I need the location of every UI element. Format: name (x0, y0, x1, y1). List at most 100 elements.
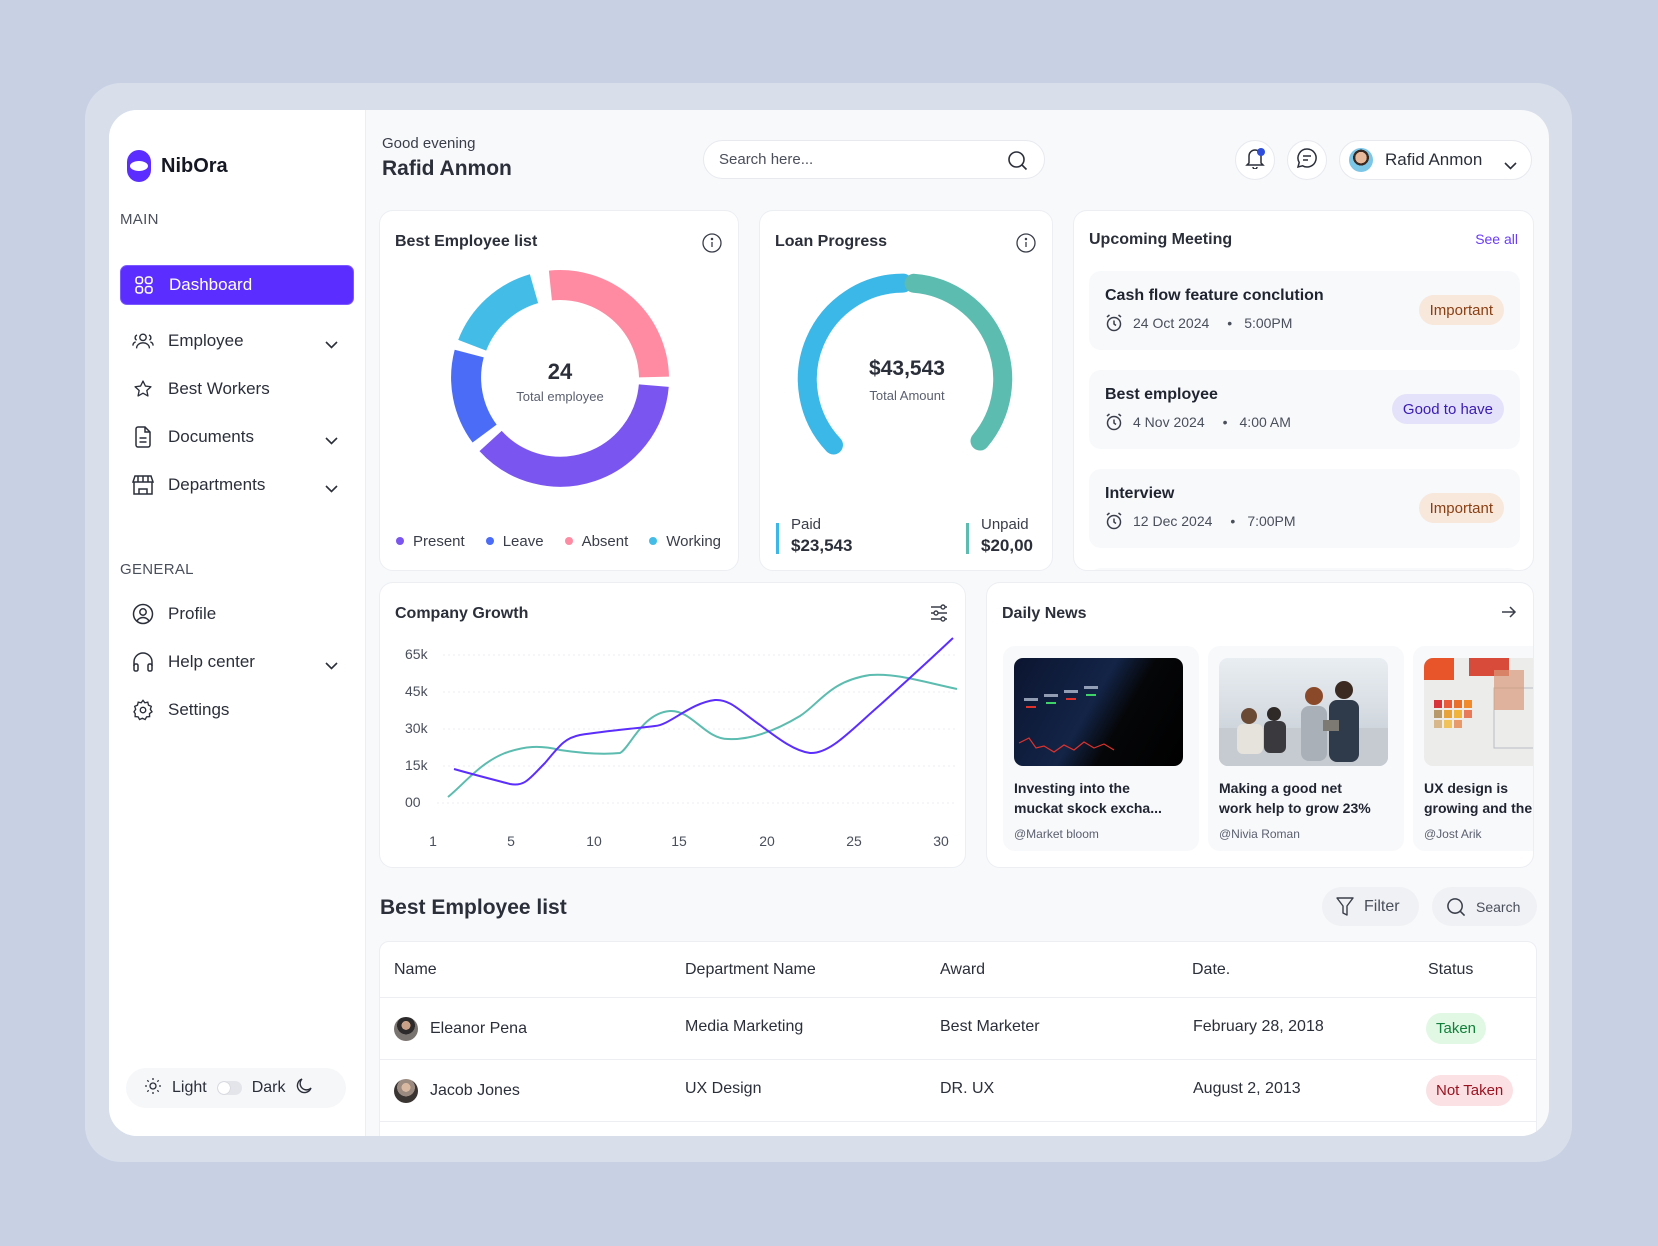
x-tick: 5 (507, 833, 515, 849)
legend-working: Working (649, 533, 721, 550)
meeting-item[interactable]: Best employee 4 Nov 2024 • 4:00 AM Good … (1089, 370, 1520, 449)
meeting-date: 4 Nov 2024 (1133, 414, 1205, 430)
y-tick: 30k (405, 720, 428, 736)
theme-switch[interactable] (216, 1081, 242, 1095)
meeting-item[interactable]: Interview 12 Dec 2024 • 7:00PM Important (1089, 469, 1520, 548)
chevron-down-icon[interactable] (325, 430, 338, 450)
meeting-meta: 4 Nov 2024 • 4:00 AM (1105, 413, 1291, 431)
news-author: @Jost Arik (1424, 827, 1482, 841)
news-title: Investing into the muckat skock excha... (1014, 780, 1162, 816)
info-icon[interactable] (702, 233, 722, 258)
store-icon (132, 474, 154, 496)
profile-menu[interactable]: Rafid Anmon (1339, 140, 1532, 180)
donut-legend: Present Leave Absent Working (396, 533, 721, 550)
alarm-clock-icon (1105, 512, 1123, 530)
arrow-right-icon[interactable] (1501, 605, 1517, 624)
table-title: Best Employee list (380, 896, 567, 919)
table-row[interactable]: Eleanor Pena Media Marketing Best Market… (380, 997, 1536, 1059)
filter-button[interactable]: Filter (1322, 887, 1419, 926)
meeting-title: Interview (1105, 485, 1175, 502)
company-growth-card: Company Growth 65k 45k 30k 15k 00 1 5 10… (379, 582, 966, 868)
chat-icon (1296, 147, 1318, 174)
table-search-button[interactable]: Search (1432, 887, 1537, 926)
see-all-link[interactable]: See all (1475, 231, 1518, 247)
loan-total-label: Total Amount (869, 388, 945, 403)
users-icon (132, 330, 154, 352)
table-row[interactable]: Jacob Jones UX Design DR. UX August 2, 2… (380, 1059, 1536, 1121)
header-user-name: Rafid Anmon (382, 157, 512, 180)
paid-summary: Paid $23,543 (776, 516, 852, 556)
news-title: Making a good net work help to grow 23% (1219, 780, 1371, 816)
sliders-icon[interactable] (929, 603, 949, 628)
employee-name: Jacob Jones (430, 1082, 520, 1099)
messages-button[interactable] (1287, 140, 1327, 180)
card-title: Daily News (1002, 605, 1087, 622)
avatar (394, 1017, 418, 1041)
card-title: Company Growth (395, 605, 529, 622)
x-tick: 1 (429, 833, 437, 849)
user-circle-icon (132, 603, 154, 625)
sidebar-item-label: Settings (168, 700, 230, 719)
news-item[interactable]: UX design is growing and the @Jost Arik (1413, 646, 1533, 851)
status-badge: Taken (1426, 1013, 1487, 1044)
news-item[interactable]: Making a good net work help to grow 23% @… (1208, 646, 1404, 851)
news-title: UX design is growing and the (1424, 780, 1533, 816)
column-header-department[interactable]: Department Name (685, 961, 816, 978)
department-cell: UX Design (685, 1080, 762, 1097)
best-employee-table: Name Department Name Award Date. Status … (379, 941, 1537, 1136)
brand-name: NibOra (161, 154, 228, 177)
sidebar-item-dashboard[interactable]: Dashboard (120, 265, 354, 305)
card-title: Best Employee list (395, 233, 538, 250)
meeting-time: 5:00PM (1244, 315, 1293, 331)
sidebar-item-documents[interactable]: Documents (120, 417, 354, 457)
y-tick: 15k (405, 757, 428, 773)
loan-gauge-chart (797, 273, 1013, 455)
info-icon[interactable] (1016, 233, 1036, 258)
news-image-ux-design (1424, 658, 1533, 766)
column-header-date[interactable]: Date. (1192, 961, 1231, 978)
greeting: Good evening (382, 135, 476, 152)
search-input[interactable]: Search here... (703, 140, 1045, 179)
y-tick: 45k (405, 683, 428, 699)
card-title: Loan Progress (775, 233, 888, 250)
sidebar-item-label: Dashboard (169, 275, 253, 294)
sidebar-item-best-workers[interactable]: Best Workers (120, 369, 354, 409)
news-item[interactable]: Investing into the muckat skock excha... … (1003, 646, 1199, 851)
priority-badge: Important (1418, 493, 1504, 523)
growth-line-chart (437, 637, 958, 804)
column-header-name[interactable]: Name (394, 961, 437, 978)
avatar (1349, 148, 1373, 172)
status-badge: Not Taken (1426, 1075, 1514, 1106)
unpaid-summary: Unpaid $20,00 (966, 516, 1033, 556)
alarm-clock-icon (1105, 314, 1123, 332)
avatar (394, 1079, 418, 1103)
sidebar-item-departments[interactable]: Departments (120, 465, 354, 505)
chevron-down-icon[interactable] (325, 655, 338, 675)
paid-label: Paid (791, 516, 822, 533)
logo[interactable]: NibOra (127, 150, 228, 182)
search-icon[interactable] (1007, 150, 1028, 175)
chevron-down-icon[interactable] (325, 334, 338, 354)
theme-toggle[interactable]: Light Dark (126, 1068, 346, 1108)
light-label: Light (172, 1079, 207, 1096)
x-tick: 15 (671, 833, 687, 849)
priority-badge: Good to have (1391, 394, 1504, 424)
column-header-status[interactable]: Status (1428, 961, 1474, 978)
loan-progress-card: Loan Progress $43,543 Total Amount Paid … (759, 210, 1053, 571)
employee-donut-chart (451, 270, 669, 487)
paid-value: $23,543 (791, 536, 853, 555)
unpaid-label: Unpaid (981, 516, 1029, 533)
column-header-award[interactable]: Award (940, 961, 986, 978)
chevron-down-icon[interactable] (325, 478, 338, 498)
sidebar-item-profile[interactable]: Profile (120, 594, 354, 634)
date-cell: August 2, 2013 (1193, 1080, 1301, 1097)
meeting-item[interactable]: Cash flow feature conclution 24 Oct 2024… (1089, 271, 1520, 350)
employee-name: Eleanor Pena (430, 1020, 527, 1037)
sidebar-item-employee[interactable]: Employee (120, 321, 354, 361)
sidebar-item-settings[interactable]: Settings (120, 690, 354, 730)
profile-name: Rafid Anmon (1385, 150, 1483, 169)
notification-button[interactable] (1235, 140, 1275, 180)
search-label: Search (1476, 898, 1521, 915)
gear-icon (132, 699, 154, 721)
sidebar-item-help-center[interactable]: Help center (120, 642, 354, 682)
